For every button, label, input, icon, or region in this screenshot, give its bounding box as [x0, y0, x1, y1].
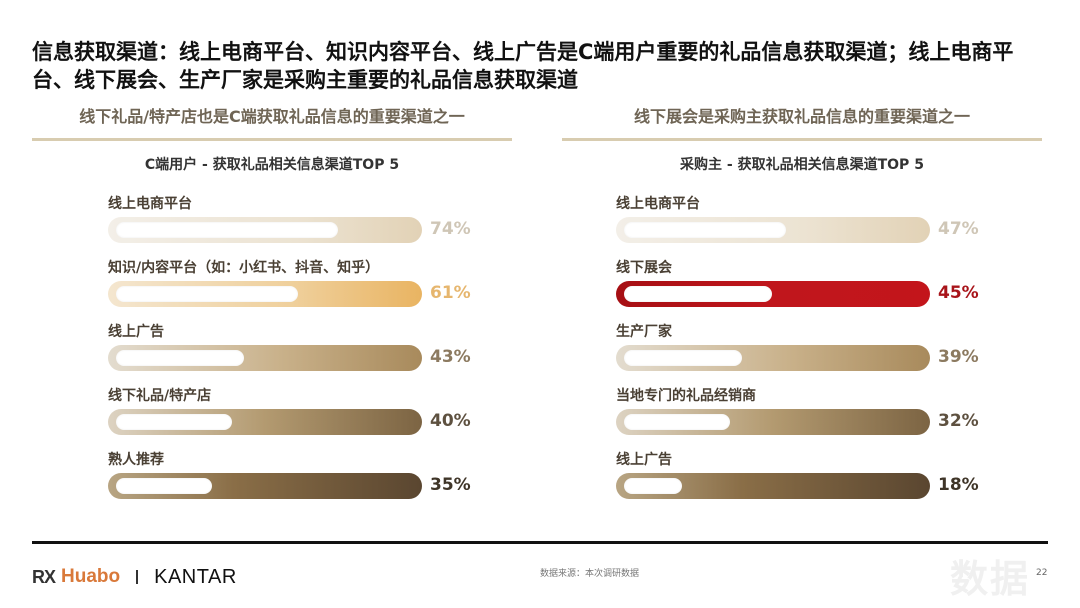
- bar-value: 47%: [938, 219, 979, 239]
- bar-track: [108, 217, 422, 243]
- bar-row: 线上电商平台 74%: [32, 185, 512, 249]
- bar-label: 线上电商平台: [108, 196, 192, 212]
- bar-fill: [116, 414, 232, 430]
- bar-value: 45%: [938, 283, 979, 303]
- bar-chart: 线上电商平台 74% 知识/内容平台（如：小红书、抖音、知乎） 61% 线上广告…: [32, 185, 512, 505]
- bar-fill: [624, 222, 786, 238]
- bar-value: 32%: [938, 411, 979, 431]
- bar-fill: [116, 286, 298, 302]
- bar-track: [616, 409, 930, 435]
- footer-divider: [32, 541, 1048, 544]
- divider: [32, 138, 512, 141]
- bar-value: 74%: [430, 219, 471, 239]
- bar-value: 40%: [430, 411, 471, 431]
- bar-track: [616, 281, 930, 307]
- bar-track: [108, 281, 422, 307]
- bar-fill: [116, 478, 212, 494]
- panel-subtitle: 线下展会是采购主获取礼品信息的重要渠道之一: [633, 107, 970, 126]
- bar-fill: [624, 478, 682, 494]
- brand-logos: RX Huabo KANTAR: [32, 566, 237, 588]
- bar-value: 61%: [430, 283, 471, 303]
- page-number: 22: [1036, 568, 1048, 578]
- bar-label: 线上广告: [616, 452, 672, 468]
- bar-fill: [624, 414, 730, 430]
- logo-separator: [136, 570, 139, 584]
- bar-row: 线上广告 18%: [562, 441, 1042, 505]
- buyer-panel: 线下展会是采购主获取礼品信息的重要渠道之一 采购主 - 获取礼品相关信息渠道TO…: [562, 100, 1042, 505]
- bar-track: [616, 473, 930, 499]
- bar-label: 生产厂家: [616, 324, 672, 340]
- bar-row: 知识/内容平台（如：小红书、抖音、知乎） 61%: [32, 249, 512, 313]
- c-user-panel: 线下礼品/特产店也是C端获取礼品信息的重要渠道之一 C端用户 - 获取礼品相关信…: [32, 100, 512, 505]
- bar-fill: [624, 286, 772, 302]
- divider: [562, 138, 1042, 141]
- data-source-note: 数据来源：本次调研数据: [540, 569, 640, 579]
- watermark: 数据: [950, 557, 1031, 601]
- bar-row: 生产厂家 39%: [562, 313, 1042, 377]
- bar-label: 线下展会: [616, 260, 672, 276]
- bar-label: 线下礼品/特产店: [108, 388, 212, 404]
- huabo-logo: Huabo: [61, 566, 121, 587]
- bar-label: 线上电商平台: [616, 196, 700, 212]
- bar-value: 39%: [938, 347, 979, 367]
- bar-track: [616, 345, 930, 371]
- bar-label: 熟人推荐: [108, 452, 164, 468]
- rx-logo: RX: [32, 566, 56, 587]
- bar-track: [108, 345, 422, 371]
- bar-fill: [116, 222, 338, 238]
- bar-label: 知识/内容平台（如：小红书、抖音、知乎）: [108, 260, 380, 276]
- bar-label: 当地专门的礼品经销商: [616, 388, 756, 404]
- bar-track: [108, 473, 422, 499]
- bar-row: 线上电商平台 47%: [562, 185, 1042, 249]
- bar-track: [616, 217, 930, 243]
- bar-row: 线上广告 43%: [32, 313, 512, 377]
- page-headline: 信息获取渠道：线上电商平台、知识内容平台、线上广告是C端用户重要的礼品信息获取渠…: [32, 40, 1014, 92]
- bar-row: 当地专门的礼品经销商 32%: [562, 377, 1042, 441]
- bar-fill: [624, 350, 742, 366]
- bar-track: [108, 409, 422, 435]
- bar-row: 线下礼品/特产店 40%: [32, 377, 512, 441]
- kantar-logo: KANTAR: [154, 565, 237, 588]
- bar-value: 18%: [938, 475, 979, 495]
- bar-row: 线下展会 45%: [562, 249, 1042, 313]
- chart-title: 采购主 - 获取礼品相关信息渠道TOP 5: [680, 157, 924, 173]
- bar-row: 熟人推荐 35%: [32, 441, 512, 505]
- bar-value: 43%: [430, 347, 471, 367]
- bar-value: 35%: [430, 475, 471, 495]
- bar-chart: 线上电商平台 47% 线下展会 45% 生产厂家 39% 当地专门的礼品经销商: [562, 185, 1042, 505]
- bar-label: 线上广告: [108, 324, 164, 340]
- chart-title: C端用户 - 获取礼品相关信息渠道TOP 5: [144, 157, 400, 173]
- bar-fill: [116, 350, 244, 366]
- panel-subtitle: 线下礼品/特产店也是C端获取礼品信息的重要渠道之一: [79, 107, 465, 126]
